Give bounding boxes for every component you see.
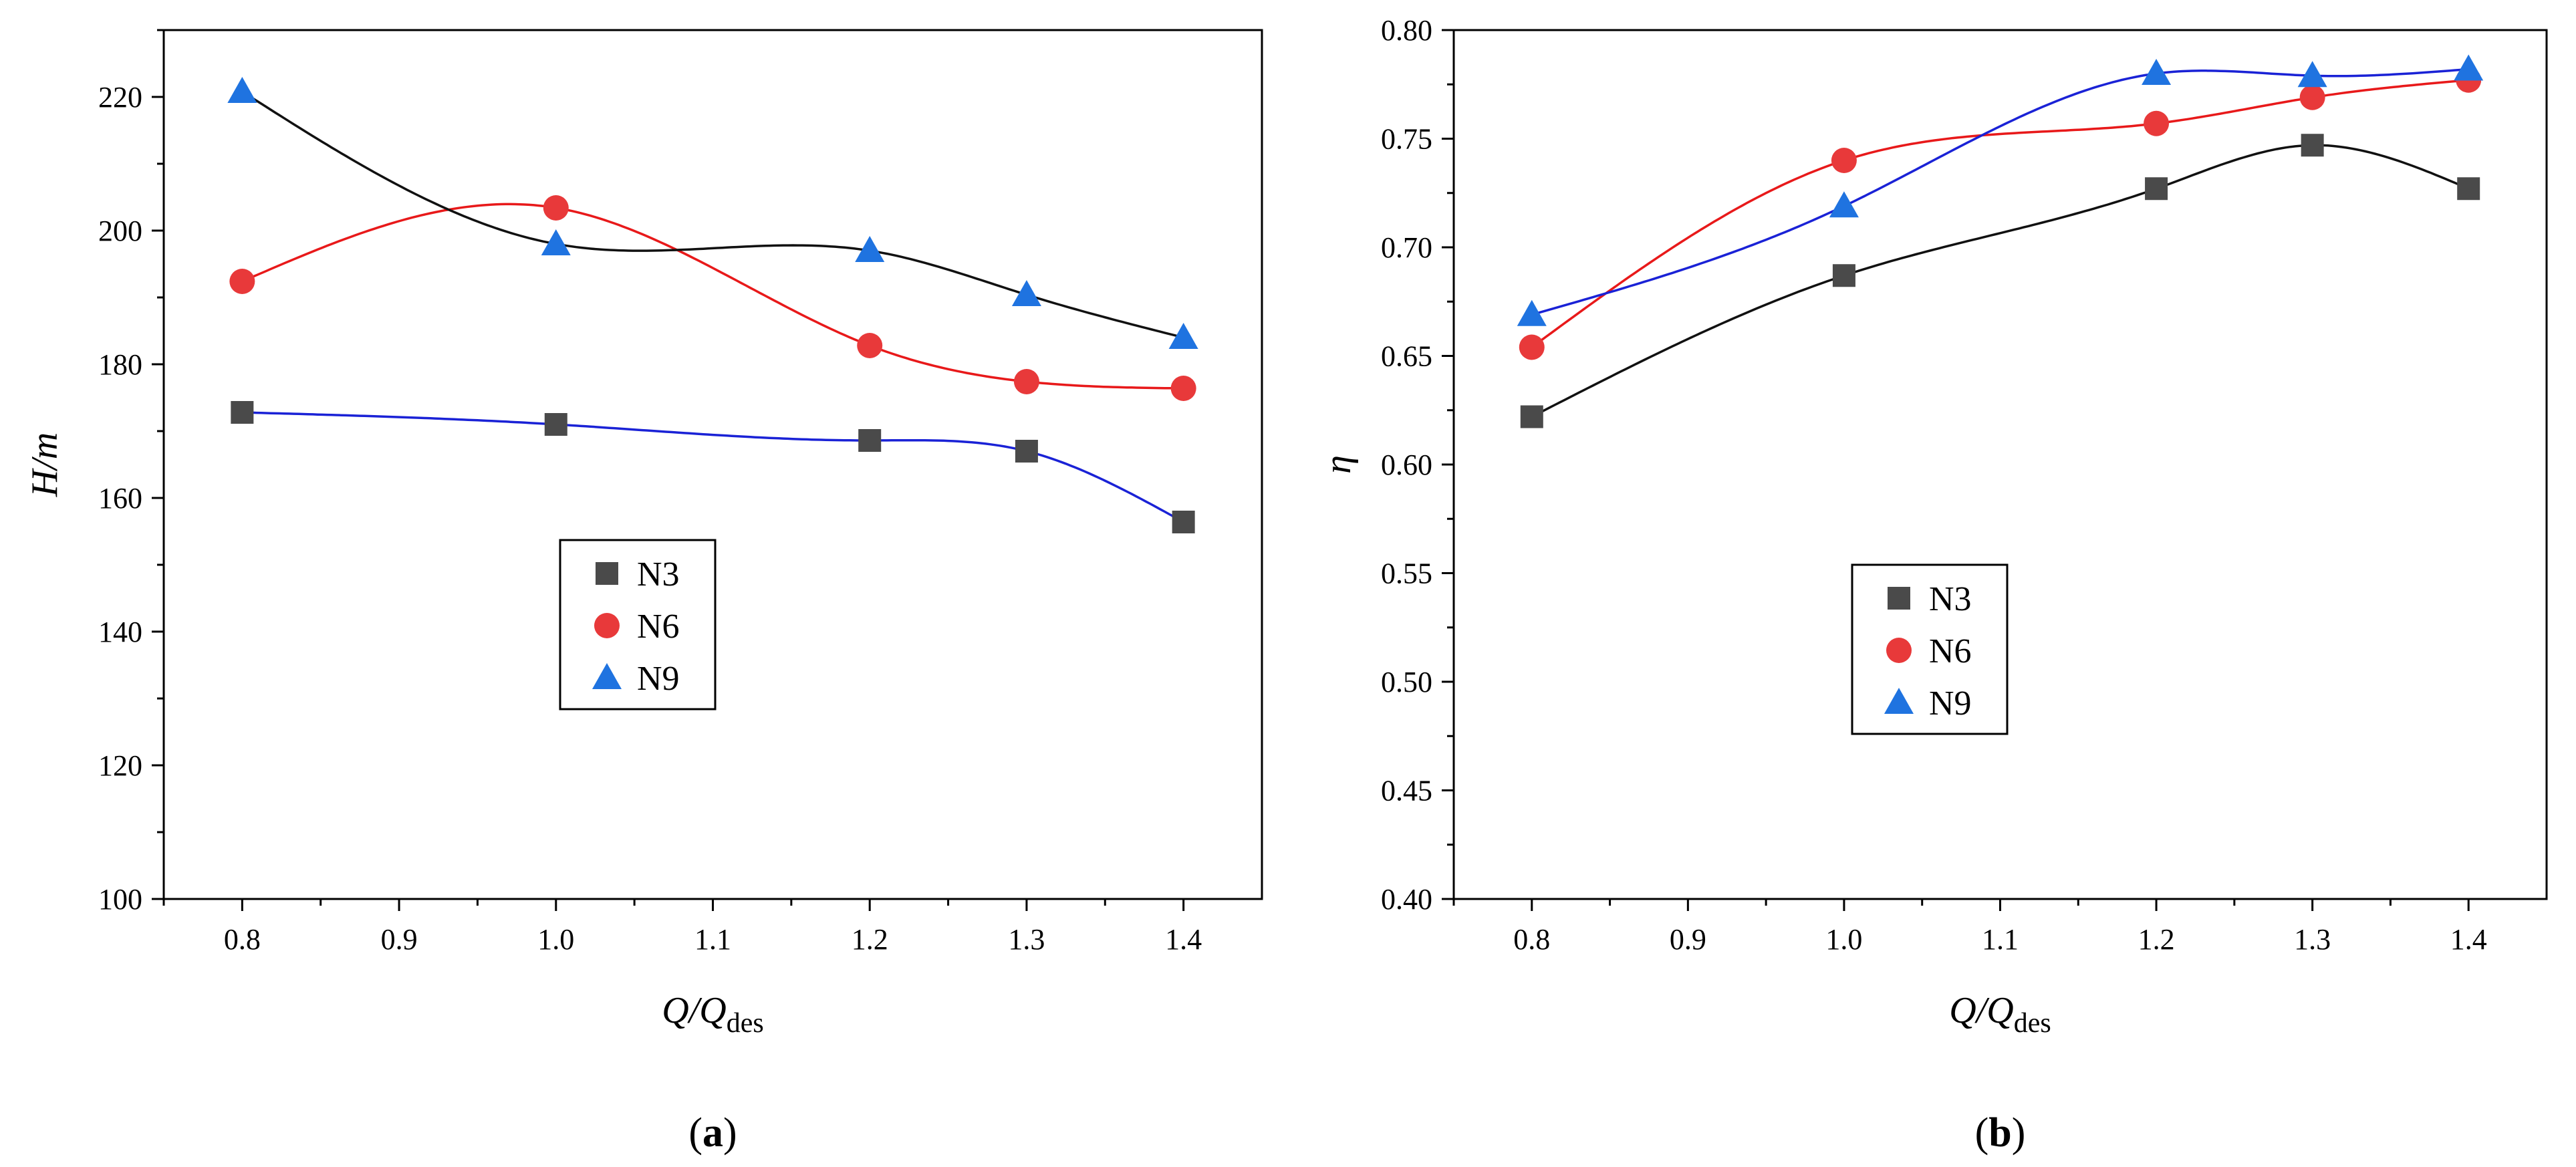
legend-marker-n6 [1886, 638, 1912, 663]
series-n3 [231, 401, 1195, 533]
x-axis-title: Q/Qdes [662, 990, 763, 1039]
data-point-n9 [227, 77, 257, 103]
legend-marker-n9 [592, 663, 622, 689]
legend-marker-n9 [1884, 688, 1914, 714]
fit-curve-n6 [1531, 79, 2469, 348]
x-tick-label: 1.3 [1008, 923, 1045, 956]
legend-marker-n6 [594, 613, 620, 638]
y-tick-label: 160 [98, 482, 142, 515]
data-point-n3 [1520, 405, 1543, 428]
x-tick-label: 0.9 [1670, 923, 1706, 956]
legend-label-n9: N9 [1929, 684, 1972, 723]
data-point-n6 [1519, 334, 1545, 360]
legend-label-n6: N6 [1929, 632, 1972, 670]
legend-box [559, 539, 717, 710]
y-tick-label: 0.75 [1381, 123, 1432, 156]
legend-label-n3: N3 [637, 555, 680, 594]
data-point-n9 [2142, 59, 2172, 85]
y-tick-label: 200 [98, 215, 142, 247]
data-point-n9 [2454, 54, 2484, 81]
data-point-n6 [1831, 148, 1857, 173]
panel-label: (a) [688, 1110, 737, 1156]
y-tick-label: 0.65 [1381, 340, 1432, 373]
data-point-n9 [1168, 323, 1198, 349]
x-tick-label: 0.8 [1513, 923, 1550, 956]
y-tick-label: 0.50 [1381, 666, 1432, 698]
legend-label-n6: N6 [637, 608, 680, 646]
y-tick-label: 140 [98, 616, 142, 648]
panel-label: (b) [1975, 1110, 2026, 1156]
data-point-n3 [1172, 511, 1195, 533]
legend-marker-n3 [1888, 587, 1910, 610]
data-point-n6 [229, 269, 255, 294]
fit-curve-n9 [241, 90, 1184, 339]
series-n9 [1517, 54, 2484, 326]
plot-frame [1452, 29, 2548, 900]
data-point-n3 [2301, 134, 2324, 157]
data-point-n3 [1832, 264, 1855, 287]
data-point-n9 [2297, 61, 2327, 88]
data-point-n6 [1013, 369, 1039, 394]
y-tick-label: 220 [98, 81, 142, 114]
y-axis-title: η [1317, 455, 1359, 474]
x-tick-label: 1.2 [852, 923, 888, 956]
legend: N3 N6 N9 [1851, 563, 2009, 735]
data-point-n6 [857, 333, 883, 358]
legend-label-n9: N9 [637, 660, 680, 698]
y-tick-label: 180 [98, 348, 142, 381]
fit-curve-n9 [1531, 68, 2469, 316]
data-point-n9 [1011, 280, 1041, 306]
legend: N3 N6 N9 [559, 539, 717, 710]
y-tick-label: 100 [98, 883, 142, 916]
y-tick-label: 0.40 [1381, 883, 1432, 916]
x-tick-label: 1.1 [694, 923, 731, 956]
y-tick-label: 0.45 [1381, 775, 1432, 807]
x-tick-label: 1.4 [1165, 923, 1202, 956]
fit-curve-n3 [242, 411, 1184, 523]
data-point-n3 [1015, 440, 1038, 463]
y-tick-label: 0.80 [1381, 14, 1432, 47]
data-point-n9 [1829, 191, 1859, 218]
data-point-n6 [543, 195, 569, 221]
legend-marker-n3 [596, 562, 618, 585]
data-point-n9 [855, 236, 885, 262]
data-point-n6 [1170, 376, 1196, 401]
data-point-n9 [1517, 299, 1547, 326]
legend-box [1851, 563, 2009, 735]
x-tick-label: 1.2 [2138, 923, 2175, 956]
chart-panel-b: 0.8 0.9 1.0 1.1 1.2 1.3 1.4 0.40 0.45 0.50 0.55 0.6… [1317, 14, 2548, 1156]
chart-panel-a: 0.8 0.9 1.0 1.1 1.2 1.3 1.4 100 120 140 160 180 200 2… [24, 29, 1263, 1156]
legend-label-n3: N3 [1929, 580, 1972, 618]
data-point-n3 [544, 413, 567, 436]
series-n6 [229, 195, 1196, 401]
y-axis-title: H/m [24, 432, 66, 497]
data-point-n9 [541, 229, 571, 255]
x-tick-label: 1.3 [2294, 923, 2331, 956]
x-tick-label: 0.9 [381, 923, 418, 956]
x-tick-label: 0.8 [224, 923, 261, 956]
plot-frame [162, 29, 1263, 900]
fit-curve-n6 [241, 203, 1184, 390]
x-axis-title: Q/Qdes [1949, 990, 2051, 1039]
series-n6 [1519, 67, 2482, 360]
x-tick-label: 1.4 [2450, 923, 2487, 956]
data-point-n6 [2144, 110, 2170, 136]
x-tick-label: 1.0 [537, 923, 574, 956]
y-tick-label: 0.70 [1381, 231, 1432, 264]
x-tick-label: 1.1 [1982, 923, 2019, 956]
y-tick-label: 0.55 [1381, 557, 1432, 590]
data-point-n3 [2145, 177, 2168, 201]
x-tick-label: 1.0 [1825, 923, 1862, 956]
data-point-n3 [231, 401, 254, 424]
series-n3 [1520, 134, 2480, 428]
data-point-n6 [2299, 84, 2325, 110]
fit-curve-n3 [1531, 144, 2469, 418]
data-point-n3 [2457, 177, 2480, 201]
y-tick-label: 0.60 [1381, 448, 1432, 481]
y-tick-label: 120 [98, 749, 142, 782]
series-n9 [227, 77, 1198, 349]
data-point-n3 [858, 429, 882, 452]
